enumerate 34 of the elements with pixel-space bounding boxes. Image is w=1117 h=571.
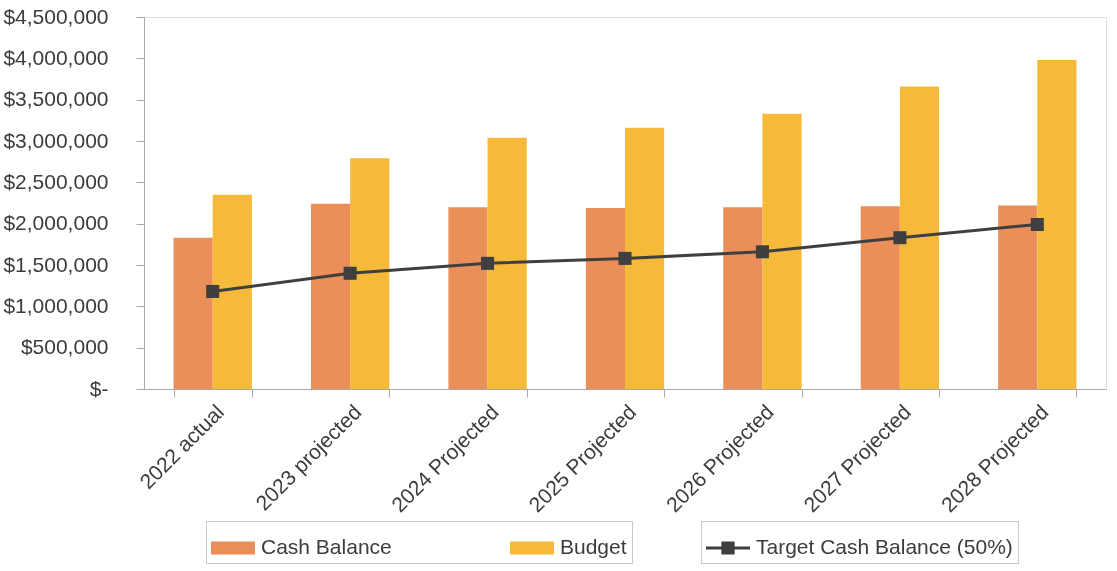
point: [481, 256, 495, 270]
y-tick-label: $2,500,000: [3, 169, 109, 193]
bar: [762, 113, 802, 389]
point: [893, 231, 907, 245]
y-tick-label: $1,500,000: [3, 252, 109, 276]
bar: [625, 127, 665, 389]
bar: [173, 237, 213, 389]
bar: [350, 158, 390, 389]
y-tick-label: $1,000,000: [3, 293, 109, 317]
point: [755, 245, 769, 259]
y-tick-label: $-: [89, 376, 109, 400]
y-tick-label: $2,000,000: [3, 211, 109, 235]
bar: [212, 194, 252, 389]
bar: [860, 206, 900, 389]
bar: [585, 207, 625, 389]
y-tick-label: $500,000: [20, 335, 109, 359]
bar: [487, 137, 527, 389]
bar: [723, 207, 763, 389]
point: [1030, 217, 1044, 232]
y-tick-label: $3,500,000: [3, 87, 109, 111]
bar: [310, 203, 351, 389]
point: [343, 266, 357, 280]
bar: [899, 86, 940, 389]
point: [618, 251, 632, 265]
y-tick-label: $3,000,000: [3, 128, 109, 152]
bar: [1037, 59, 1077, 389]
bar: [998, 205, 1038, 389]
legend-label: Budget: [560, 535, 627, 558]
point: [206, 284, 220, 298]
y-tick-label: $4,500,000: [3, 4, 109, 28]
y-tick-label: $4,000,000: [3, 45, 109, 69]
legend-label: Cash Balance: [261, 535, 392, 558]
bar: [448, 207, 488, 389]
legend-label: Target Cash Balance (50%): [756, 535, 1013, 558]
